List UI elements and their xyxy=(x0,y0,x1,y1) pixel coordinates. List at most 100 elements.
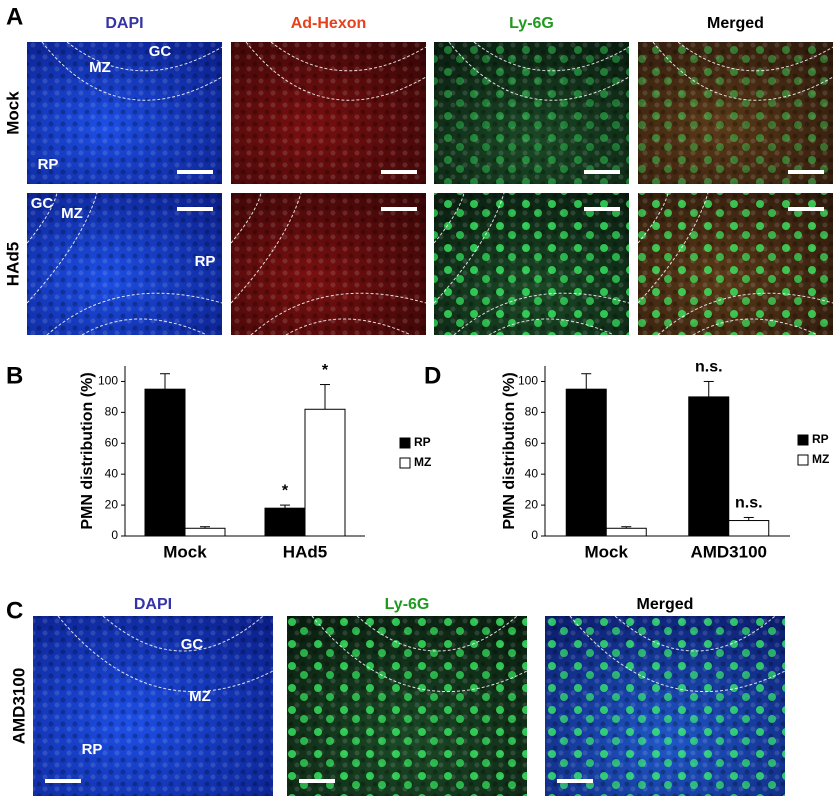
region-boundary xyxy=(230,192,302,304)
legend-swatch xyxy=(797,434,809,446)
bar xyxy=(565,388,607,537)
bar xyxy=(184,527,226,537)
column-title: DAPI xyxy=(134,596,172,613)
y-tick-label: 80 xyxy=(105,405,119,419)
panel-letter: C xyxy=(6,597,23,624)
column-title: Ad-Hexon xyxy=(291,15,367,32)
micrograph-cells xyxy=(545,616,785,796)
region-label: RP xyxy=(38,156,59,173)
x-tick-label: AMD3100 xyxy=(690,542,767,561)
micrograph-cells xyxy=(638,193,833,335)
y-tick-label: 80 xyxy=(525,405,539,419)
y-tick-label: 0 xyxy=(531,528,538,542)
y-axis-label: PMN distribution (%) xyxy=(501,372,518,529)
region-boundary xyxy=(637,192,709,304)
y-tick-label: 20 xyxy=(105,497,119,511)
legend-swatch xyxy=(399,437,411,449)
region-label: MZ xyxy=(61,205,83,222)
region-boundary xyxy=(46,292,223,336)
micrograph-texture xyxy=(231,193,426,335)
region-boundary xyxy=(230,192,262,244)
y-axis-label: PMN distribution (%) xyxy=(79,372,96,529)
region-boundary xyxy=(285,318,412,336)
region-boundary xyxy=(488,318,615,336)
region-boundary xyxy=(311,615,528,693)
column-title: Merged xyxy=(637,596,694,613)
region-boundary xyxy=(433,192,465,244)
panel-letter: D xyxy=(424,362,441,389)
x-tick-label: Mock xyxy=(163,542,207,561)
region-boundary xyxy=(692,318,819,336)
row-label: HAd5 xyxy=(3,242,22,286)
region-boundary xyxy=(250,292,427,336)
micrograph-cells xyxy=(287,616,527,796)
row-label: AMD3100 xyxy=(9,668,28,745)
column-title: DAPI xyxy=(105,15,143,32)
panel-letter: A xyxy=(6,3,23,30)
legend-label: MZ xyxy=(812,452,829,466)
panel-letter: B xyxy=(6,362,23,389)
bar xyxy=(688,396,730,537)
bar xyxy=(605,527,647,537)
x-tick-label: Mock xyxy=(585,542,629,561)
significance-label: n.s. xyxy=(735,495,763,512)
legend-swatch xyxy=(797,454,809,466)
x-tick-label: HAd5 xyxy=(283,542,327,561)
bar xyxy=(728,520,770,537)
region-boundary xyxy=(453,292,630,336)
region-boundary xyxy=(569,615,786,693)
region-boundary xyxy=(657,292,834,336)
region-boundary xyxy=(41,41,223,101)
bar xyxy=(264,507,306,537)
region-label: MZ xyxy=(189,688,211,705)
region-label: RP xyxy=(82,741,103,758)
region-boundary xyxy=(245,41,427,101)
region-boundary xyxy=(81,318,208,336)
column-title: Ly-6G xyxy=(385,596,430,613)
region-boundary xyxy=(677,41,834,72)
region-label: GC xyxy=(149,43,172,60)
region-boundary xyxy=(448,41,630,101)
region-boundary xyxy=(652,41,834,101)
significance-label: n.s. xyxy=(695,359,723,376)
legend-label: RP xyxy=(414,435,431,449)
region-boundary xyxy=(433,192,505,304)
region-boundary xyxy=(473,41,630,72)
micrograph-texture xyxy=(33,616,273,796)
legend-swatch xyxy=(399,457,411,469)
significance-label: * xyxy=(322,362,329,379)
region-boundary xyxy=(26,192,58,244)
y-tick-label: 40 xyxy=(105,466,119,480)
y-tick-label: 100 xyxy=(98,374,118,388)
micrograph-texture xyxy=(27,193,222,335)
bar xyxy=(144,388,186,537)
region-boundary xyxy=(57,615,274,693)
micrograph-cells xyxy=(638,42,833,184)
legend-label: MZ xyxy=(414,455,431,469)
y-tick-label: 20 xyxy=(525,497,539,511)
region-boundary xyxy=(270,41,427,72)
region-boundary xyxy=(66,41,223,72)
micrograph-cells xyxy=(434,193,629,335)
y-tick-label: 60 xyxy=(525,435,539,449)
y-tick-label: 100 xyxy=(518,374,538,388)
region-label: GC xyxy=(181,636,204,653)
column-title: Merged xyxy=(707,15,764,32)
bar xyxy=(304,408,346,537)
region-boundary xyxy=(26,192,98,304)
micrograph-texture xyxy=(231,42,426,184)
region-boundary xyxy=(637,192,669,244)
y-tick-label: 0 xyxy=(111,528,118,542)
micrograph-cells xyxy=(434,42,629,184)
column-title: Ly-6G xyxy=(509,15,554,32)
legend-label: RP xyxy=(812,432,829,446)
region-label: GC xyxy=(31,195,54,212)
region-label: RP xyxy=(195,253,216,270)
region-label: MZ xyxy=(89,59,111,76)
row-label: Mock xyxy=(3,91,22,135)
significance-label: * xyxy=(282,482,289,499)
y-tick-label: 40 xyxy=(525,466,539,480)
y-tick-label: 60 xyxy=(105,435,119,449)
micrograph-texture xyxy=(27,42,222,184)
